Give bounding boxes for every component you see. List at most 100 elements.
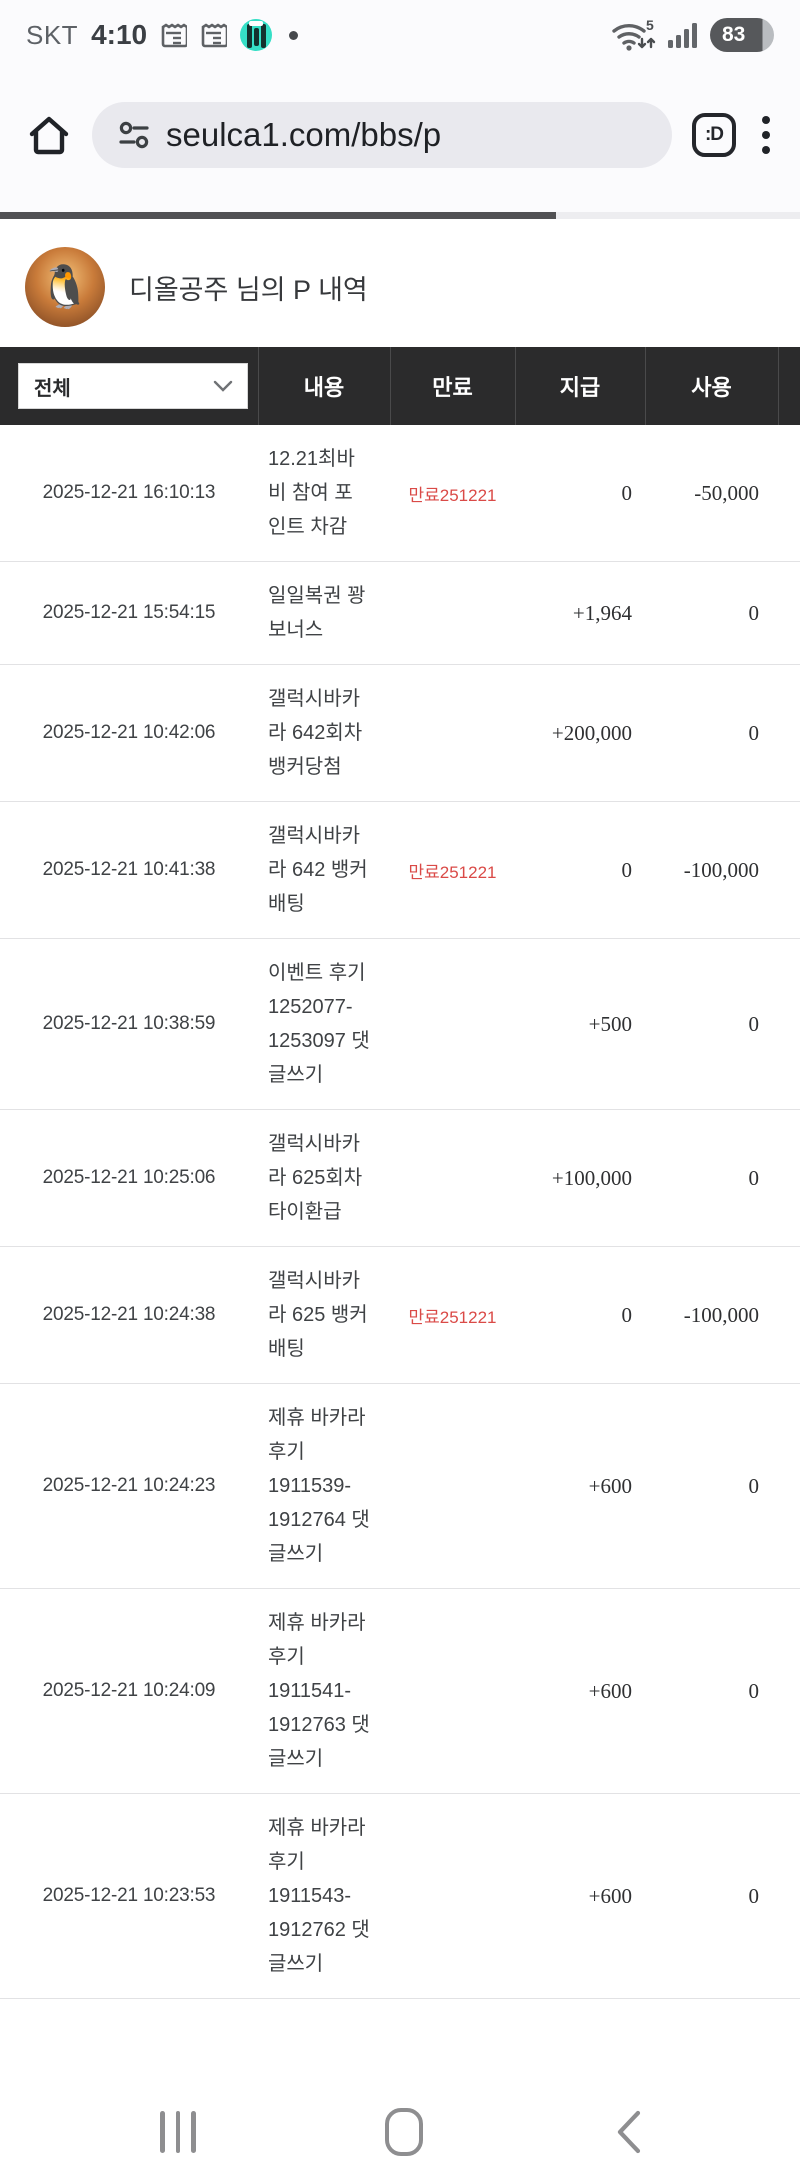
row-content: 갤럭시바카라 642 뱅커 배팅 (258, 801, 390, 939)
table-header-row: 전체 내용 만료 지급 사용 (0, 347, 800, 425)
row-give-amount: +600 (515, 1383, 645, 1589)
row-expire-badge (390, 561, 515, 665)
tab-count-label: :D (704, 124, 724, 145)
row-datetime: 2025-12-21 16:10:13 (0, 425, 258, 562)
column-header-give: 지급 (514, 347, 645, 425)
battery-percent: 83 (722, 23, 746, 46)
notification-note-icon (161, 22, 188, 47)
row-use-amount: 0 (645, 938, 778, 1110)
table-row: 2025-12-21 10:24:23 제휴 바카라후기 1911539-191… (0, 1383, 800, 1589)
row-datetime: 2025-12-21 10:42:06 (0, 664, 258, 802)
row-datetime: 2025-12-21 15:54:15 (0, 561, 258, 665)
row-expire-badge: 만료251221 (390, 1246, 515, 1384)
row-give-amount: +100,000 (515, 1109, 645, 1247)
table-row: 2025-12-21 10:23:53 제휴 바카라후기 1911543-191… (0, 1793, 800, 1999)
carrier-label: SKT (26, 19, 79, 50)
table-row: 2025-12-21 10:38:59 이벤트 후기 1252077-12530… (0, 938, 800, 1110)
row-datetime: 2025-12-21 10:41:38 (0, 801, 258, 939)
row-datetime: 2025-12-21 10:38:59 (0, 938, 258, 1110)
table-row: 2025-12-21 16:10:13 12.21최바비 참여 포인트 차감 만… (0, 425, 800, 562)
row-content: 일일복권 꽝 보너스 (258, 561, 390, 665)
notification-note-icon (201, 22, 228, 47)
row-use-amount: 0 (645, 1109, 778, 1247)
svg-text:5: 5 (646, 17, 654, 33)
row-give-amount: +600 (515, 1588, 645, 1794)
row-use-amount: 0 (645, 1793, 778, 1999)
row-expire-badge (390, 1109, 515, 1247)
row-content: 갤럭시바카라 625회차 타이환급 (258, 1109, 390, 1247)
clock: 4:10 (91, 19, 148, 50)
column-header-use: 사용 (644, 347, 778, 425)
url-text[interactable]: seulca1.com/bbs/p (166, 116, 442, 153)
page-load-progress-track (0, 212, 800, 219)
row-use-amount: -50,000 (645, 425, 778, 562)
table-row: 2025-12-21 10:24:38 갤럭시바카라 625 뱅커 배팅 만료2… (0, 1246, 800, 1384)
back-button[interactable] (612, 2108, 642, 2156)
chevron-down-icon (213, 380, 232, 392)
table-row: 2025-12-21 15:54:15 일일복권 꽝 보너스 +1,964 0 (0, 561, 800, 665)
row-give-amount: +1,964 (515, 561, 645, 665)
row-expire-badge: 만료251221 (390, 801, 515, 939)
row-give-amount: +500 (515, 938, 645, 1110)
table-row: 2025-12-21 10:41:38 갤럭시바카라 642 뱅커 배팅 만료2… (0, 801, 800, 939)
row-expire-badge (390, 938, 515, 1110)
browser-toolbar: seulca1.com/bbs/p :D (0, 64, 800, 212)
row-content: 제휴 바카라후기 1911541-1912763 댓글쓰기 (258, 1588, 390, 1794)
row-give-amount: 0 (515, 801, 645, 939)
more-notifications-dot (289, 30, 299, 40)
points-history-table: 전체 내용 만료 지급 사용 2025-12-21 16:10:13 12.21… (0, 347, 800, 1999)
home-button[interactable] (384, 2107, 423, 2156)
cellular-signal-icon (668, 23, 697, 48)
row-content: 이벤트 후기 1252077-1253097 댓글쓰기 (258, 938, 390, 1110)
wifi-icon: 5 (612, 17, 656, 51)
table-row: 2025-12-21 10:25:06 갤럭시바카라 625회차 타이환급 +1… (0, 1109, 800, 1247)
filter-select[interactable]: 전체 (18, 363, 248, 409)
column-header-expire: 만료 (389, 347, 515, 425)
recents-button[interactable] (160, 2110, 196, 2153)
column-header-stub (777, 347, 800, 425)
home-icon[interactable] (26, 112, 72, 158)
row-use-amount: 0 (645, 1383, 778, 1589)
row-use-amount: 0 (645, 561, 778, 665)
browser-menu-button[interactable] (756, 112, 776, 158)
row-datetime: 2025-12-21 10:25:06 (0, 1109, 258, 1247)
row-give-amount: 0 (515, 425, 645, 562)
row-use-amount: 0 (645, 664, 778, 802)
row-content: 12.21최바비 참여 포인트 차감 (258, 425, 390, 562)
battery-indicator: 83 (710, 18, 774, 52)
row-datetime: 2025-12-21 10:24:23 (0, 1383, 258, 1589)
row-content: 제휴 바카라후기 1911543-1912762 댓글쓰기 (258, 1793, 390, 1999)
avatar-penguin-emoji: 🐧 (38, 262, 92, 310)
table-row: 2025-12-21 10:42:06 갤럭시바카라 642회차 뱅커당첨 +2… (0, 664, 800, 802)
row-use-amount: -100,000 (645, 1246, 778, 1384)
row-datetime: 2025-12-21 10:23:53 (0, 1793, 258, 1999)
filter-selected-value: 전체 (34, 377, 71, 400)
url-bar[interactable]: seulca1.com/bbs/p (92, 102, 672, 168)
row-content: 제휴 바카라후기 1911539-1912764 댓글쓰기 (258, 1383, 390, 1589)
row-expire-badge: 만료251221 (390, 425, 515, 562)
status-bar: SKT 4:10 5 (0, 0, 800, 64)
row-expire-badge (390, 664, 515, 802)
table-row: 2025-12-21 10:24:09 제휴 바카라후기 1911541-191… (0, 1588, 800, 1794)
row-expire-badge (390, 1793, 515, 1999)
filter-cell: 전체 (0, 347, 258, 425)
row-give-amount: +600 (515, 1793, 645, 1999)
row-use-amount: -100,000 (645, 801, 778, 939)
row-datetime: 2025-12-21 10:24:09 (0, 1588, 258, 1794)
page-load-progress-bar (0, 212, 556, 219)
tab-switcher-button[interactable]: :D (692, 113, 736, 157)
row-datetime: 2025-12-21 10:24:38 (0, 1246, 258, 1384)
page-title: 디올공주 님의 P 내역 (129, 274, 368, 305)
row-content: 갤럭시바카라 625 뱅커 배팅 (258, 1246, 390, 1384)
row-content: 갤럭시바카라 642회차 뱅커당첨 (258, 664, 390, 802)
row-give-amount: +200,000 (515, 664, 645, 802)
profile-header: 🐧 디올공주 님의 P 내역 (0, 219, 800, 347)
row-use-amount: 0 (645, 1588, 778, 1794)
app-notification-icon (240, 19, 273, 51)
column-header-content: 내용 (257, 347, 390, 425)
row-expire-badge (390, 1588, 515, 1794)
page-controls-icon[interactable] (118, 119, 150, 151)
system-nav-bar (0, 2091, 800, 2180)
row-give-amount: 0 (515, 1246, 645, 1384)
